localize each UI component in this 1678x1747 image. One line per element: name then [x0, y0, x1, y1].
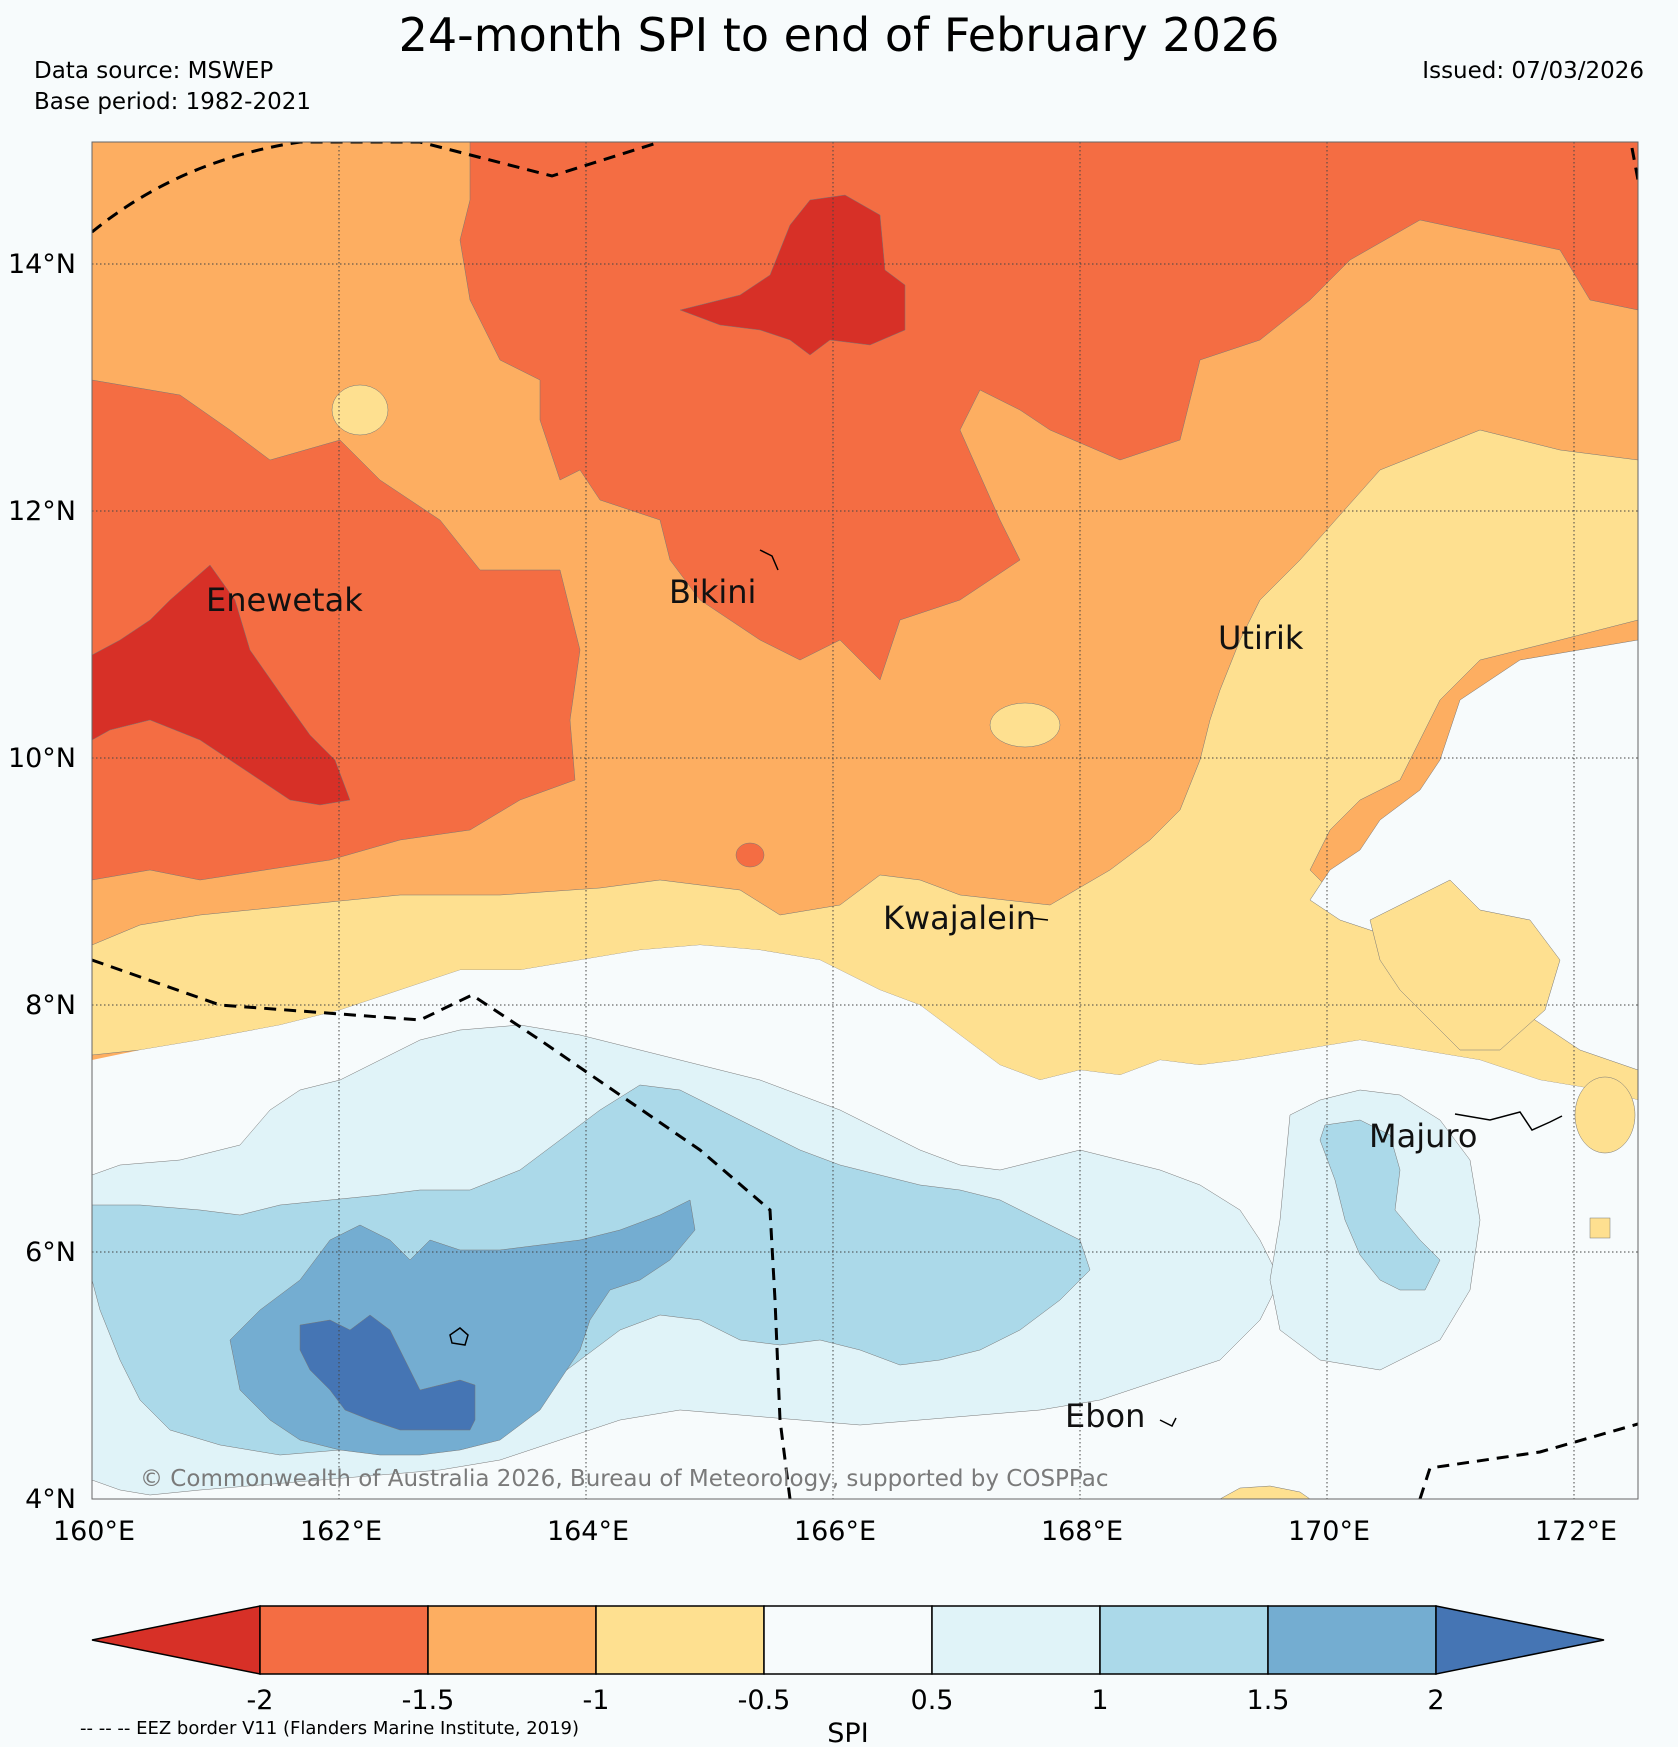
- colorbar-tick: 1: [1091, 1685, 1108, 1716]
- lon-label-164e: 164°E: [547, 1516, 629, 1547]
- place-label-utirik: Utirik: [1218, 619, 1304, 657]
- place-label-ebon: Ebon: [1065, 1397, 1145, 1435]
- lon-label-172e: 172°E: [1535, 1516, 1617, 1547]
- colorbar-tick: -1: [583, 1685, 610, 1716]
- colorbar-segment-below-minus-2: [91, 1605, 261, 1675]
- colorbar-segment-above-2: [1435, 1605, 1605, 1675]
- spi-patch-mildly-dry-north-west: [331, 384, 389, 436]
- lon-label-162e: 162°E: [300, 1516, 382, 1547]
- graticule: [92, 142, 1638, 1499]
- place-label-bikini: Bikini: [669, 573, 756, 611]
- lat-label-8n: 8°N: [25, 990, 76, 1021]
- spi-patch-mildly-dry-east: [1574, 1076, 1636, 1154]
- bikini-atoll-outline: [759, 549, 779, 571]
- copyright-notice: © Commonwealth of Australia 2026, Bureau…: [140, 1466, 1109, 1492]
- lat-label-4n: 4°N: [25, 1484, 76, 1515]
- colorbar-label: SPI: [827, 1718, 868, 1747]
- colorbar-segment-1.5-to-2: [1267, 1605, 1437, 1675]
- lat-label-12n: 12°N: [8, 496, 76, 527]
- lat-label-6n: 6°N: [25, 1237, 76, 1268]
- map-frame: [91, 141, 1639, 1500]
- issued-date: Issued: 07/03/2026: [1422, 58, 1644, 84]
- map-title: 24-month SPI to end of February 2026: [398, 8, 1280, 62]
- colorbar-segment-0.5-to-1: [931, 1605, 1101, 1675]
- spi-patch-severely-dry-small: [735, 842, 765, 868]
- lon-label-166e: 166°E: [794, 1516, 876, 1547]
- colorbar-segment-near-normal: [763, 1605, 933, 1675]
- colorbar-segment-1-to-1.5: [1099, 1605, 1269, 1675]
- place-label-kwajalein: Kwajalein: [883, 899, 1036, 937]
- spi-zone-mildly-dry-east-patch: [1369, 879, 1561, 1051]
- spi-zone-severely-dry-north: [459, 142, 1638, 681]
- lat-label-14n: 14°N: [8, 249, 76, 280]
- kwajalein-atoll-outline: [1029, 917, 1049, 921]
- colorbar-tick: 2: [1427, 1685, 1444, 1716]
- colorbar-tick: -1.5: [402, 1685, 455, 1716]
- data-source-label: Data source: MSWEP: [34, 58, 274, 84]
- majuro-atoll-outline: [1454, 1111, 1563, 1131]
- colorbar-tick: -0.5: [738, 1685, 791, 1716]
- spi-patch-mildly-dry-far-east: [1589, 1217, 1611, 1239]
- colorbar-segment-minus-2-to-minus-1.5: [259, 1605, 429, 1675]
- spi-zone-very-wet-majuro: [1319, 1119, 1441, 1291]
- colorbar-segment-minus-1-to-minus-0.5: [595, 1605, 765, 1675]
- spi-zone-extremely-dry-west: [92, 564, 351, 806]
- spi-zone-extremely-dry-north: [679, 194, 906, 356]
- spi-colorbar: [91, 1605, 1605, 1675]
- lon-label-170e: 170°E: [1288, 1516, 1370, 1547]
- base-period-label: Base period: 1982-2021: [34, 89, 312, 115]
- spi-zone-extremely-wet: [299, 1314, 476, 1431]
- lon-label-168e: 168°E: [1041, 1516, 1123, 1547]
- colorbar-tick: 1.5: [1247, 1685, 1290, 1716]
- pohnpei-island-outline: [449, 1327, 469, 1346]
- ebon-atoll-outline: [1159, 1417, 1177, 1428]
- spi-zone-severely-dry-west: [92, 379, 581, 881]
- spi-patch-mildly-dry-south: [1219, 1485, 1311, 1499]
- place-label-enewetak: Enewetak: [206, 581, 363, 619]
- colorbar-tick: 0.5: [911, 1685, 954, 1716]
- spi-patch-mildly-dry-center: [989, 702, 1061, 748]
- colorbar-segment-minus-1.5-to-minus-1: [427, 1605, 597, 1675]
- colorbar-tick: -2: [247, 1685, 274, 1716]
- eez-border-note: -- -- -- EEZ border V11 (Flanders Marine…: [80, 1718, 579, 1739]
- place-label-majuro: Majuro: [1369, 1117, 1477, 1155]
- spi-field: [92, 142, 1638, 1499]
- lat-label-10n: 10°N: [8, 743, 76, 774]
- lon-label-160e: 160°E: [53, 1516, 135, 1547]
